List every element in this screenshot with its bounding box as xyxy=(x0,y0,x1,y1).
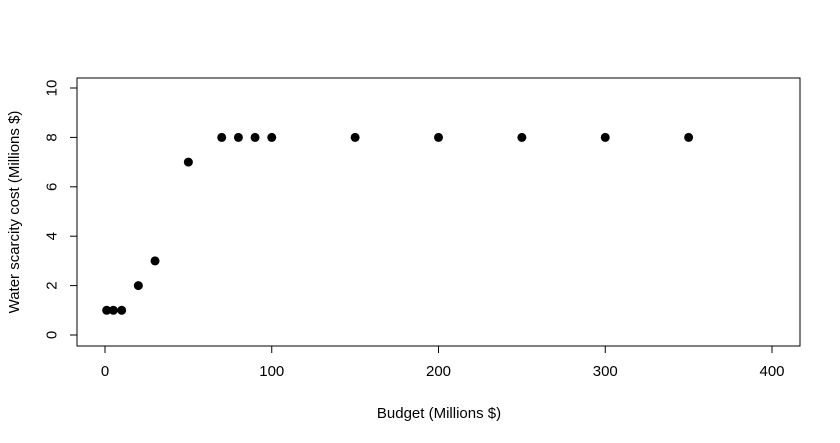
data-point xyxy=(600,132,610,142)
plot-frame xyxy=(76,77,801,347)
x-tick-label: 200 xyxy=(426,363,451,380)
y-axis-label: Water scarcity cost (Millions $) xyxy=(6,111,23,314)
data-point xyxy=(217,132,227,142)
x-axis-label: Budget (Millions $) xyxy=(377,405,501,422)
y-tick-label: 2 xyxy=(44,281,61,289)
data-points xyxy=(102,132,694,315)
data-point xyxy=(233,132,243,142)
x-tick-label: 400 xyxy=(759,363,784,380)
x-axis: 0 100 200 300 400 xyxy=(101,345,785,380)
data-point xyxy=(183,157,193,167)
y-tick-label: 8 xyxy=(44,133,61,141)
data-point xyxy=(350,132,360,142)
y-axis: 0 2 4 6 8 10 xyxy=(44,80,78,339)
data-point xyxy=(108,305,118,315)
data-point xyxy=(517,132,527,142)
data-point xyxy=(117,305,127,315)
x-tick-label: 0 xyxy=(101,363,109,380)
y-tick-label: 10 xyxy=(44,80,61,97)
y-tick-label: 6 xyxy=(44,183,61,191)
y-tick-label: 4 xyxy=(44,232,61,240)
data-point xyxy=(133,281,143,291)
data-point xyxy=(267,132,277,142)
data-point xyxy=(250,132,260,142)
data-point xyxy=(684,132,694,142)
x-tick-label: 300 xyxy=(593,363,618,380)
data-point xyxy=(150,256,160,266)
x-tick-label: 100 xyxy=(259,363,284,380)
data-point xyxy=(102,305,112,315)
y-tick-label: 0 xyxy=(44,331,61,339)
data-point xyxy=(434,132,443,142)
